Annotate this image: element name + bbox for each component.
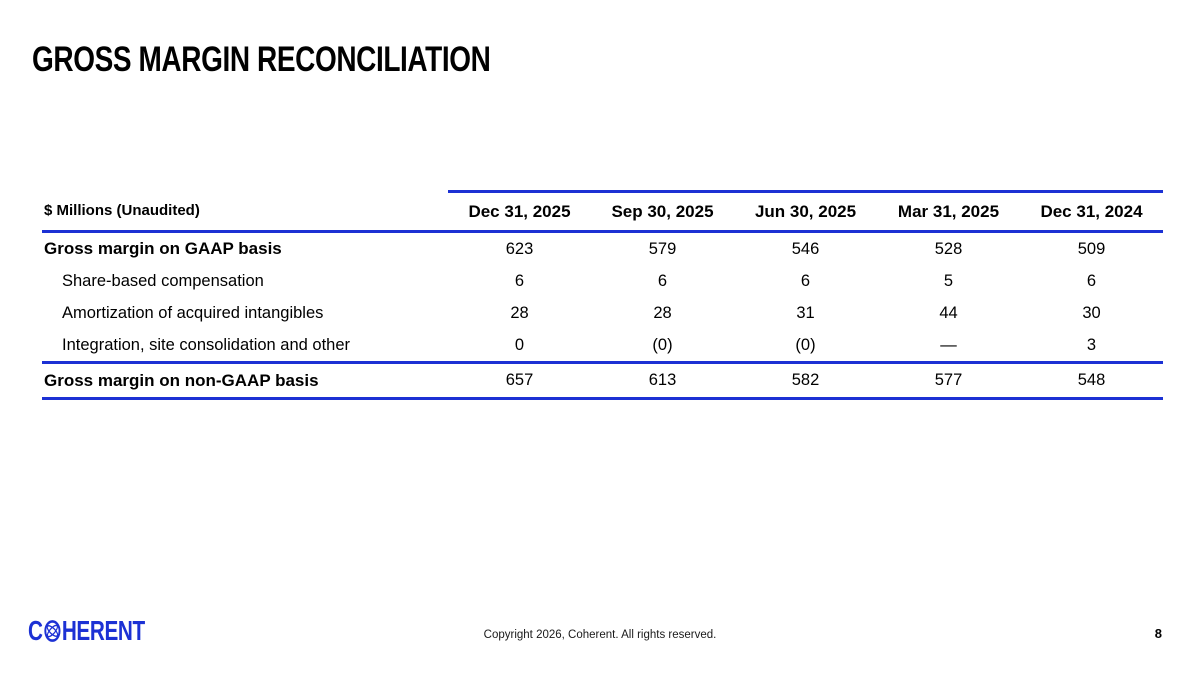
table-row: Integration, site consolidation and othe… [42, 329, 1163, 364]
row-label: Gross margin on GAAP basis [44, 239, 282, 258]
table-header-row: $ Millions (Unaudited) Dec 31, 2025 Sep … [42, 190, 1163, 233]
coherent-logo: C HERENT [28, 617, 145, 645]
column-header-q2: Sep 30, 2025 [591, 190, 734, 233]
cell-value: 546 [791, 239, 820, 258]
column-header-q3: Jun 30, 2025 [734, 190, 877, 233]
column-header-q1: Dec 31, 2025 [448, 190, 591, 233]
cell-value: 3 [1020, 329, 1163, 364]
cell-value: — [877, 329, 1020, 364]
copyright-text: Copyright 2026, Coherent. All rights res… [483, 629, 717, 641]
page-title: GROSS MARGIN RECONCILIATION [32, 40, 491, 79]
cell-value: 5 [943, 271, 954, 290]
cell-value: 548 [1020, 362, 1163, 400]
unit-label: $ Millions (Unaudited) [42, 191, 448, 233]
cell-value: 31 [796, 303, 815, 322]
column-header-q4: Mar 31, 2025 [877, 190, 1020, 233]
row-label: Amortization of acquired intangibles [62, 303, 324, 322]
cell-value: (0) [591, 329, 734, 364]
cell-value: 44 [939, 303, 958, 322]
table-row: Share-based compensation 6 6 6 5 6 [42, 265, 1163, 297]
cell-value: (0) [734, 329, 877, 364]
column-header-q5: Dec 31, 2024 [1020, 190, 1163, 233]
cell-value: 579 [648, 239, 677, 258]
cell-value: 30 [1082, 303, 1101, 322]
row-label: Share-based compensation [62, 271, 264, 290]
cell-value: 577 [877, 362, 1020, 400]
cell-value: 528 [934, 239, 963, 258]
cell-value: 6 [657, 271, 668, 290]
gross-margin-table: $ Millions (Unaudited) Dec 31, 2025 Sep … [42, 190, 1163, 400]
cell-value: 613 [591, 362, 734, 400]
table-row: Gross margin on non-GAAP basis 657 613 582 5… [42, 362, 1163, 400]
cell-value: 657 [448, 362, 591, 400]
cell-value: 6 [514, 271, 525, 290]
page-number: 8 [1154, 626, 1162, 641]
logo-text-herent: HERENT [61, 615, 145, 646]
row-label: Integration, site consolidation and othe… [42, 329, 448, 364]
cell-value: 28 [653, 303, 672, 322]
logo-text-c: C [28, 615, 43, 646]
cell-value: 509 [1077, 239, 1106, 258]
table-body: Gross margin on GAAP basis 623 579 546 528 50… [42, 232, 1163, 400]
table-row: Gross margin on GAAP basis 623 579 546 528 50… [42, 232, 1163, 266]
table-row: Amortization of acquired intangibles 28 28… [42, 297, 1163, 329]
cell-value: 582 [734, 362, 877, 400]
cell-value: 623 [505, 239, 534, 258]
cell-value: 0 [448, 329, 591, 364]
row-label: Gross margin on non-GAAP basis [42, 362, 448, 400]
cell-value: 28 [510, 303, 529, 322]
reconciliation-table: $ Millions (Unaudited) Dec 31, 2025 Sep … [42, 190, 1163, 400]
atom-globe-icon [43, 619, 62, 643]
cell-value: 6 [1086, 271, 1097, 290]
cell-value: 6 [800, 271, 811, 290]
